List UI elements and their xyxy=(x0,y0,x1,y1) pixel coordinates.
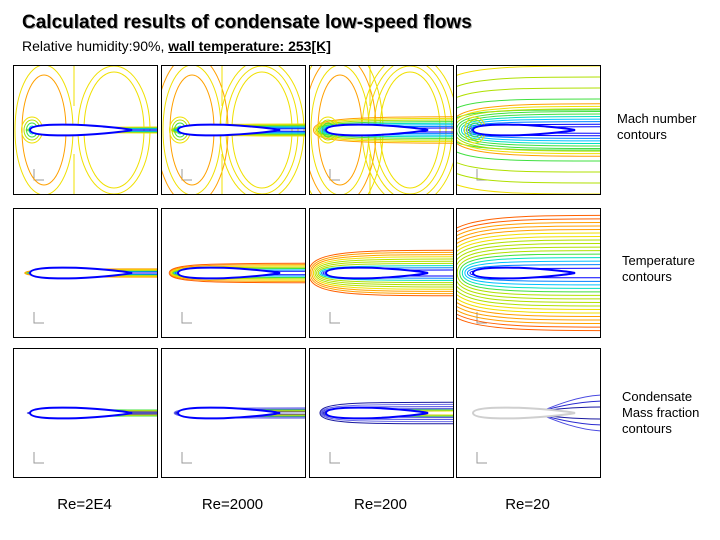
airfoil-shape xyxy=(176,123,281,137)
contour-panel-mach-re-2e4 xyxy=(13,65,158,195)
contour-panel-mach-re-200 xyxy=(309,65,454,195)
column-label-re-20: Re=20 xyxy=(505,496,550,513)
airfoil-shape xyxy=(324,123,429,137)
airfoil-shape xyxy=(471,406,576,420)
axis-indicator-icon xyxy=(33,169,44,181)
airfoil-shape xyxy=(28,406,133,420)
contour-panel-condensate-re-2000 xyxy=(161,348,306,478)
axis-indicator-icon xyxy=(181,169,192,181)
contour-plot xyxy=(310,249,453,324)
slide-subtitle: Relative humidity:90%, wall temperature:… xyxy=(22,38,331,54)
contour-panel-temperature-re-2e4 xyxy=(13,208,158,338)
column-label-re-2e4: Re=2E4 xyxy=(57,496,112,513)
contour-plot xyxy=(173,406,305,464)
axis-indicator-icon xyxy=(476,169,487,181)
row-label-temperature: Temperature contours xyxy=(622,253,695,284)
airfoil-shape xyxy=(28,123,133,137)
airfoil-shape xyxy=(176,406,281,420)
axis-indicator-icon xyxy=(476,312,487,324)
wall-temperature-text: wall temperature: 253[K] xyxy=(168,38,331,54)
column-label-re-2000: Re=2000 xyxy=(201,496,264,513)
airfoil-shape xyxy=(471,266,576,280)
axis-indicator-icon xyxy=(329,452,340,464)
row-label-mach: Mach number contours xyxy=(617,111,697,142)
axis-indicator-icon xyxy=(329,169,340,181)
contour-plot xyxy=(24,266,157,324)
contour-plot xyxy=(457,66,600,194)
airfoil-shape xyxy=(176,266,281,280)
column-label-re-200: Re=200 xyxy=(354,496,407,513)
airfoil-shape xyxy=(471,123,576,137)
axis-indicator-icon xyxy=(476,452,487,464)
contour-plot xyxy=(162,66,305,194)
contour-panel-condensate-re-200 xyxy=(309,348,454,478)
contour-plot xyxy=(310,66,453,194)
contour-panel-condensate-re-2e4 xyxy=(13,348,158,478)
contour-plot xyxy=(14,66,157,194)
slide-title: Calculated results of condensate low-spe… xyxy=(22,12,472,33)
airfoil-shape xyxy=(324,266,429,280)
axis-indicator-icon xyxy=(33,312,44,324)
contour-plot xyxy=(319,401,453,464)
contour-plot xyxy=(471,394,600,464)
contour-plot xyxy=(457,214,600,332)
contour-panel-condensate-re-20 xyxy=(456,348,601,478)
axis-indicator-icon xyxy=(329,312,340,324)
axis-indicator-icon xyxy=(33,452,44,464)
contour-panel-temperature-re-2000 xyxy=(161,208,306,338)
contour-plot xyxy=(168,262,305,324)
contour-plot xyxy=(26,406,157,464)
contour-panel-mach-re-20 xyxy=(456,65,601,195)
airfoil-shape xyxy=(28,266,133,280)
airfoil-shape xyxy=(324,406,429,420)
axis-indicator-icon xyxy=(181,452,192,464)
contour-panel-temperature-re-20 xyxy=(456,208,601,338)
contour-panel-temperature-re-200 xyxy=(309,208,454,338)
axis-indicator-icon xyxy=(181,312,192,324)
contour-panel-mach-re-2000 xyxy=(161,65,306,195)
humidity-text: Relative humidity:90%, xyxy=(22,38,165,54)
row-label-condensate: Condensate Mass fraction contours xyxy=(622,389,700,436)
